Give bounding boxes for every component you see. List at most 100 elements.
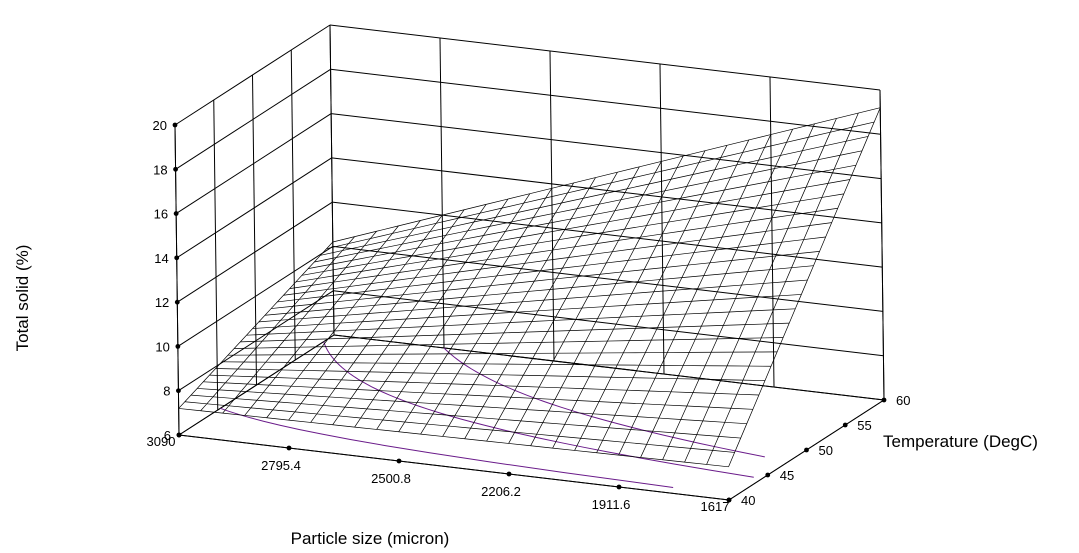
z-tick-mark bbox=[176, 432, 182, 438]
x-tick-label: 1617 bbox=[701, 499, 730, 514]
surface-gridline bbox=[240, 322, 790, 343]
surface-gridline bbox=[288, 214, 443, 421]
z-tick-label: 8 bbox=[163, 384, 170, 399]
surface-gridline bbox=[221, 361, 772, 367]
rear-wall-gridline bbox=[769, 76, 775, 388]
surface-gridline bbox=[178, 408, 729, 468]
surface-gridline bbox=[266, 220, 421, 418]
contour-line bbox=[323, 341, 754, 478]
y-tick-label: 60 bbox=[896, 393, 910, 408]
surface-gridline bbox=[277, 236, 826, 303]
x-tick-label: 1911.6 bbox=[592, 497, 631, 512]
surface-gridline bbox=[215, 368, 765, 381]
y-tick-label: 55 bbox=[857, 418, 871, 433]
z-axis-line bbox=[174, 124, 180, 436]
surface-gridline bbox=[203, 381, 753, 410]
z-tick-mark bbox=[174, 299, 180, 305]
z-tick-label: 16 bbox=[154, 207, 168, 222]
x-axis-title: Particle size (micron) bbox=[291, 529, 450, 548]
surface-gridline bbox=[706, 112, 859, 465]
surface-gridline bbox=[420, 182, 574, 435]
surface-gridline bbox=[246, 308, 796, 336]
x-tick-label: 2795.4 bbox=[261, 458, 301, 473]
x-tick-label: 2206.2 bbox=[481, 484, 521, 499]
z-tick-mark bbox=[176, 388, 181, 394]
surface-gridline bbox=[258, 279, 808, 323]
y-tick-label: 50 bbox=[819, 443, 833, 458]
z-tick-label: 12 bbox=[155, 295, 169, 310]
surface-gridline bbox=[227, 351, 778, 356]
surface-gridline bbox=[486, 166, 640, 442]
axis-ticks: 3090 2795.4 2500.8 2206.2 1911.6 1617 40 45 50 55… bbox=[147, 118, 911, 514]
surface-gridline bbox=[442, 177, 596, 437]
surface-gridline bbox=[398, 188, 553, 432]
x-tick-mark bbox=[506, 471, 512, 477]
z-tick-label: 14 bbox=[154, 251, 168, 266]
surface-gridline bbox=[295, 193, 844, 283]
surface-gridline bbox=[332, 107, 881, 243]
surface-gridline bbox=[209, 374, 759, 396]
z-axis-title: Total solid (%) bbox=[13, 245, 32, 352]
z-tick-label: 6 bbox=[164, 428, 171, 443]
x-tick-mark bbox=[286, 445, 292, 451]
surface-gridline bbox=[640, 129, 793, 458]
rear-wall-gridline bbox=[332, 201, 883, 268]
surface-gridline bbox=[178, 241, 334, 409]
z-tick-label: 10 bbox=[155, 339, 169, 354]
surface-gridline bbox=[530, 155, 684, 446]
right-frame-line bbox=[879, 89, 885, 401]
y-tick-mark bbox=[765, 472, 771, 478]
surface-gridline bbox=[684, 118, 837, 463]
floor-plane bbox=[177, 334, 886, 501]
surface-gridline bbox=[301, 179, 850, 276]
rear-wall-gridline bbox=[659, 63, 665, 375]
surface-gridline bbox=[376, 193, 531, 430]
surface-gridline bbox=[320, 136, 869, 256]
surface-gridline bbox=[244, 225, 399, 416]
rear-wall-gridline bbox=[332, 245, 883, 312]
z-tick-label: 18 bbox=[153, 162, 167, 177]
surface-gridline bbox=[552, 150, 706, 449]
surface-gridline bbox=[308, 164, 857, 269]
y-tick-label: 40 bbox=[741, 493, 755, 508]
z-tick-mark bbox=[175, 344, 181, 349]
rear-wall-gridline bbox=[329, 24, 335, 336]
y-tick-mark bbox=[881, 397, 887, 403]
surface-gridline bbox=[234, 337, 784, 349]
left-wall-gridline bbox=[290, 49, 296, 361]
left-wall-gridline bbox=[213, 99, 219, 411]
rear-wall-gridline bbox=[439, 37, 445, 349]
y-tick-label: 45 bbox=[780, 468, 794, 483]
x-tick-label: 2500.8 bbox=[371, 471, 411, 486]
left-wall-gridline bbox=[252, 74, 257, 386]
z-tick-mark bbox=[173, 166, 178, 172]
x-tick-mark bbox=[396, 458, 402, 464]
surface-gridline bbox=[464, 171, 618, 439]
z-tick-mark bbox=[174, 255, 180, 261]
rear-wall-gridline bbox=[333, 290, 884, 357]
surface-gridline bbox=[332, 204, 487, 425]
surface-gridline bbox=[618, 134, 772, 456]
surface-gridline bbox=[354, 198, 509, 428]
surface-gridline bbox=[662, 123, 815, 460]
rear-wall-gridline bbox=[329, 24, 881, 91]
x-axis-line bbox=[178, 434, 730, 501]
z-tick-label: 20 bbox=[153, 118, 167, 133]
surface-gridline bbox=[289, 207, 838, 289]
y-tick-mark bbox=[842, 422, 848, 428]
surface-gridline bbox=[271, 250, 820, 309]
box-frame bbox=[174, 89, 885, 501]
x-tick-mark bbox=[616, 484, 622, 490]
surface-gridline bbox=[326, 121, 875, 249]
y-axis-title: Temperature (DegC) bbox=[883, 432, 1038, 451]
z-tick-mark bbox=[173, 211, 179, 216]
contour-line bbox=[443, 347, 765, 458]
surface-gridline bbox=[728, 107, 881, 467]
surface-gridline bbox=[314, 150, 863, 263]
floor-outline bbox=[177, 334, 886, 501]
surface-gridline bbox=[264, 265, 814, 316]
rear-wall-gridline bbox=[331, 113, 882, 180]
surface-gridline bbox=[508, 161, 662, 444]
y-tick-mark bbox=[804, 447, 809, 453]
